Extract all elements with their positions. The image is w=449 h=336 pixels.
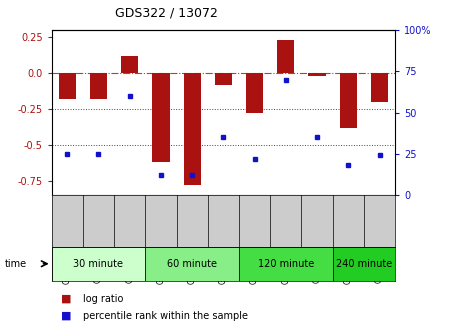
Text: 30 minute: 30 minute	[74, 259, 123, 269]
Bar	[277, 40, 295, 73]
Bar	[340, 73, 357, 128]
Text: ■: ■	[61, 311, 71, 321]
Bar	[246, 73, 263, 113]
Bar	[59, 73, 76, 99]
Bar	[308, 73, 326, 76]
Bar	[90, 73, 107, 99]
Text: time: time	[4, 259, 26, 269]
Text: 240 minute: 240 minute	[336, 259, 392, 269]
Text: log ratio: log ratio	[83, 294, 123, 304]
Bar	[371, 73, 388, 102]
FancyBboxPatch shape	[52, 247, 145, 281]
FancyBboxPatch shape	[333, 247, 395, 281]
Text: 60 minute: 60 minute	[167, 259, 217, 269]
FancyBboxPatch shape	[145, 247, 239, 281]
Bar	[121, 56, 138, 73]
Text: 120 minute: 120 minute	[258, 259, 314, 269]
Bar	[215, 73, 232, 85]
FancyBboxPatch shape	[239, 247, 333, 281]
Bar	[184, 73, 201, 185]
Bar	[152, 73, 170, 162]
Text: GDS322 / 13072: GDS322 / 13072	[114, 7, 218, 20]
Text: ■: ■	[61, 294, 71, 304]
Text: percentile rank within the sample: percentile rank within the sample	[83, 311, 248, 321]
